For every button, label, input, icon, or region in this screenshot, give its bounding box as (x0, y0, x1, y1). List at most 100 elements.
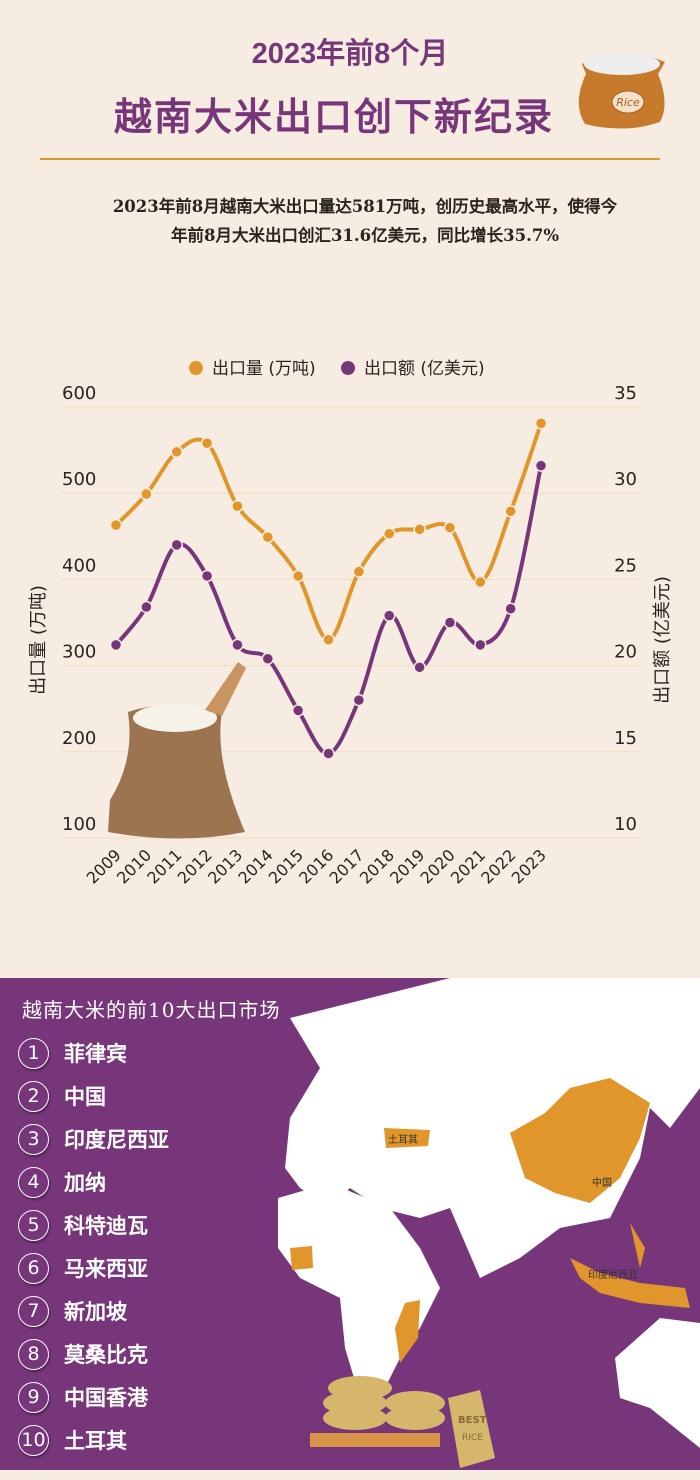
market-item: 7 新加坡 (18, 1294, 127, 1328)
data-point (413, 661, 426, 674)
y-axis-label-right: 出口额 (亿美元) (652, 576, 673, 704)
australia-landmass (615, 1318, 700, 1448)
rank-badge: 1 (18, 1037, 49, 1069)
x-tick-label: 2019 (386, 845, 428, 887)
data-point (231, 499, 244, 513)
data-point (291, 569, 305, 583)
data-point (140, 487, 153, 501)
market-item: 2 中国 (18, 1079, 106, 1113)
data-point (504, 602, 517, 615)
legend-marker-volume (189, 361, 203, 375)
y-tick-left: 300 (62, 642, 96, 663)
map-label-indonesia: 印度尼西亚 (588, 1268, 638, 1281)
market-name: 土耳其 (64, 1428, 127, 1453)
page-title: 越南大米出口创下新纪录 (113, 95, 554, 139)
map-indonesia (570, 1223, 690, 1308)
data-point (352, 693, 366, 707)
y-tick-right: 20 (614, 642, 637, 663)
data-point (474, 575, 487, 589)
data-point (443, 616, 457, 629)
market-name: 印度尼西亚 (64, 1127, 169, 1152)
market-name: 新加坡 (64, 1299, 127, 1324)
x-tick-label: 2016 (295, 845, 337, 887)
rank-badge: 3 (18, 1123, 49, 1155)
data-point (382, 609, 396, 622)
rank-badge: 7 (18, 1295, 49, 1327)
data-point (322, 633, 335, 646)
x-tick-label: 2011 (143, 845, 185, 887)
market-name: 莫桑比克 (64, 1342, 148, 1367)
world-map: 土耳其 中国 印度尼西亚 BEST RICE (278, 978, 700, 1468)
y-tick-right: 35 (614, 383, 637, 404)
market-item: 4 加纳 (18, 1165, 106, 1199)
rank-badge: 8 (18, 1338, 49, 1370)
data-point (231, 638, 244, 652)
market-name: 马来西亚 (64, 1256, 148, 1281)
market-name: 菲律宾 (64, 1041, 127, 1066)
description-line-1: 2023年前8月越南大米出口量达581万吨，创历史最高水平，使得今 (112, 197, 618, 216)
data-point (382, 527, 396, 540)
y-tick-left: 100 (62, 814, 96, 835)
y-tick-left: 500 (62, 469, 96, 490)
x-tick-label: 2015 (265, 845, 307, 887)
divider (40, 158, 660, 160)
market-item: 6 马来西亚 (18, 1251, 148, 1285)
y-tick-right: 25 (614, 555, 637, 576)
description: 2023年前8月越南大米出口量达581万吨，创历史最高水平，使得今 年前8月大米出… (50, 192, 680, 250)
data-point (474, 638, 487, 652)
market-item: 5 科特迪瓦 (18, 1208, 148, 1242)
rank-badge: 4 (18, 1166, 49, 1198)
data-point (322, 747, 335, 760)
map-turkey (384, 1128, 430, 1148)
map-ghana-cote-divoire (290, 1246, 313, 1270)
legend-label-volume: 出口量 (万吨) (212, 359, 316, 379)
export-markets-panel: 土耳其 中国 印度尼西亚 BEST RICE 越南大米的前10大出口市场 1 菲律… (0, 978, 700, 1470)
x-tick-label: 2014 (234, 845, 276, 887)
eurasia-landmass (285, 978, 700, 1278)
legend: 出口量 (万吨) 出口额 (亿美元) (189, 359, 485, 379)
data-point (534, 417, 548, 430)
x-tick-label: 2009 (83, 845, 125, 887)
x-tick-label: 2013 (204, 845, 246, 887)
market-name: 加纳 (64, 1170, 106, 1195)
sack-label-best: BEST (458, 1415, 487, 1426)
markets-title: 越南大米的前10大出口市场 (22, 998, 281, 1022)
rice-sacks-image: BEST RICE (310, 1376, 495, 1468)
market-name: 中国 (64, 1084, 106, 1109)
data-point (170, 538, 183, 552)
y-tick-right: 30 (614, 469, 637, 490)
rice-bag-icon: Rice (570, 44, 675, 136)
map-label-turkey: 土耳其 (388, 1133, 418, 1146)
map-label-china: 中国 (592, 1176, 612, 1189)
map-china (510, 1078, 650, 1203)
market-item: 10 土耳其 (18, 1423, 127, 1457)
data-point (200, 569, 214, 583)
x-tick-label: 2017 (325, 845, 367, 887)
x-tick-label: 2023 (508, 845, 550, 887)
data-point (170, 445, 183, 459)
rice-sack-image (108, 662, 246, 839)
data-point (413, 523, 426, 536)
rank-badge: 6 (18, 1252, 49, 1284)
subtitle: 2023年前8个月 (251, 38, 449, 70)
description-line-2: 年前8月大米出口创汇31.6亿美元，同比增长35.7% (170, 226, 560, 245)
rank-badge: 10 (18, 1424, 49, 1456)
y-axis-label-left: 出口量 (万吨) (28, 585, 49, 695)
x-tick-label: 2022 (477, 845, 519, 887)
data-point (352, 565, 366, 578)
data-point (261, 530, 275, 544)
market-item: 1 菲律宾 (18, 1036, 127, 1070)
legend-marker-value (341, 361, 355, 375)
data-point (504, 505, 517, 518)
sack-label-rice: RICE (462, 1433, 483, 1443)
market-item: 3 印度尼西亚 (18, 1122, 169, 1156)
rank-badge: 2 (18, 1080, 49, 1112)
data-point (261, 652, 275, 665)
market-item: 9 中国香港 (18, 1380, 148, 1414)
data-point (534, 459, 548, 472)
data-point (140, 600, 153, 614)
x-tick-label: 2020 (417, 845, 459, 887)
y-tick-left: 600 (62, 383, 96, 404)
x-tick-label: 2012 (174, 845, 216, 887)
